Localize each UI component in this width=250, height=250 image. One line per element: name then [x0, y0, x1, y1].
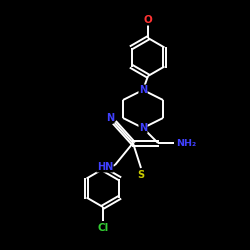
Text: N: N [106, 113, 114, 123]
Text: Cl: Cl [98, 223, 108, 233]
Text: NH₂: NH₂ [176, 138, 196, 147]
Text: HN: HN [97, 162, 113, 172]
Text: N: N [139, 85, 147, 95]
Text: O: O [144, 15, 152, 25]
Text: S: S [138, 170, 144, 180]
Text: N: N [139, 123, 147, 133]
